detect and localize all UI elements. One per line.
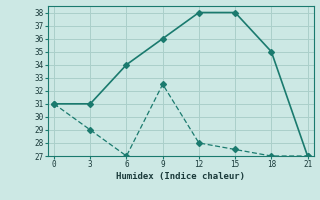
X-axis label: Humidex (Indice chaleur): Humidex (Indice chaleur) bbox=[116, 172, 245, 181]
